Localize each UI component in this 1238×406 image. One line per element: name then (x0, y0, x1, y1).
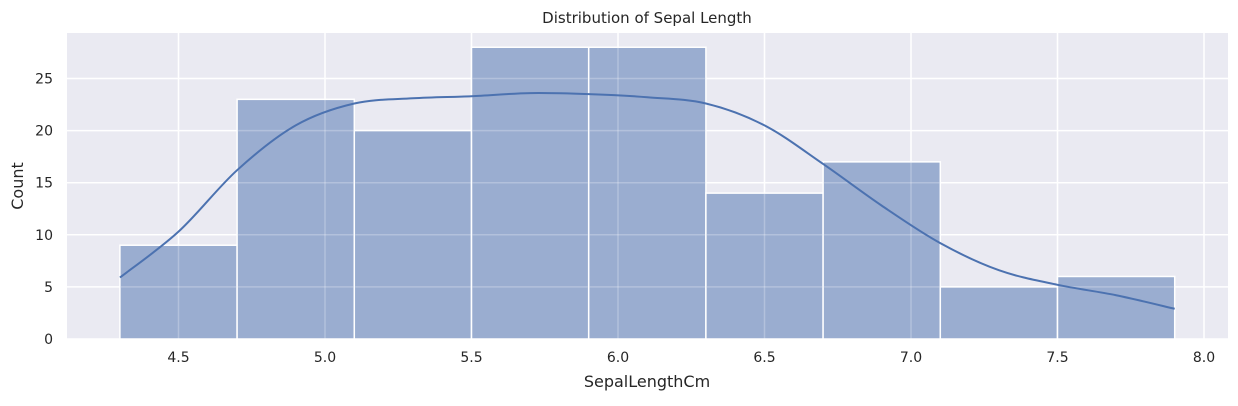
x-tick-label: 4.5 (167, 350, 189, 366)
histogram-bar (705, 192, 824, 340)
y-tick-label: 10 (35, 228, 53, 244)
y-tick-label: 20 (35, 124, 53, 140)
y-axis-ticks: 0 5 10 15 20 25 (35, 72, 53, 349)
x-tick-label: 5.0 (314, 350, 336, 366)
kde-curve (119, 92, 1175, 310)
x-tick-label: 8.0 (1193, 350, 1215, 366)
histogram-bar (939, 286, 1059, 340)
x-tick-label: 6.5 (753, 350, 775, 366)
x-axis-label: SepalLengthCm (584, 372, 710, 391)
histogram-bar (353, 129, 473, 340)
x-tick-label: 7.0 (900, 350, 922, 366)
x-tick-label: 7.5 (1046, 350, 1068, 366)
y-axis-label: Count (8, 162, 27, 210)
y-tick-label: 0 (44, 332, 53, 348)
histogram-bar (470, 46, 590, 340)
y-tick-label: 5 (44, 280, 53, 296)
histogram-bar (236, 98, 356, 340)
x-tick-label: 5.5 (460, 350, 482, 366)
x-axis-ticks: 4.5 5.0 5.5 6.0 6.5 7.0 7.5 8.0 (167, 350, 1215, 366)
y-tick-label: 15 (35, 176, 53, 192)
histogram-bar (822, 161, 942, 340)
chart-title: Distribution of Sepal Length (542, 9, 752, 27)
histogram-bar (1056, 275, 1176, 340)
y-tick-label: 25 (35, 72, 53, 88)
x-tick-label: 6.0 (607, 350, 629, 366)
histogram-bar (119, 244, 238, 340)
histogram-bar (587, 46, 707, 340)
